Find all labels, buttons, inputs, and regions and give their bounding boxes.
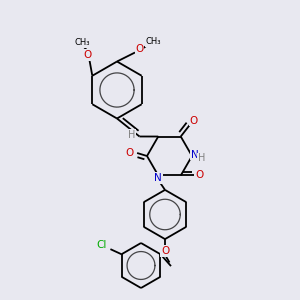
Text: H: H (128, 130, 136, 140)
Text: N: N (191, 149, 199, 160)
Text: O: O (135, 44, 144, 55)
Text: O: O (126, 148, 134, 158)
Text: Cl: Cl (96, 240, 106, 250)
Text: O: O (196, 170, 204, 181)
Text: O: O (190, 116, 198, 126)
Text: CH₃: CH₃ (74, 38, 90, 47)
Text: O: O (161, 246, 169, 256)
Text: CH₃: CH₃ (145, 38, 161, 46)
Text: N: N (154, 173, 162, 183)
Text: H: H (198, 153, 205, 164)
Text: O: O (84, 50, 92, 60)
